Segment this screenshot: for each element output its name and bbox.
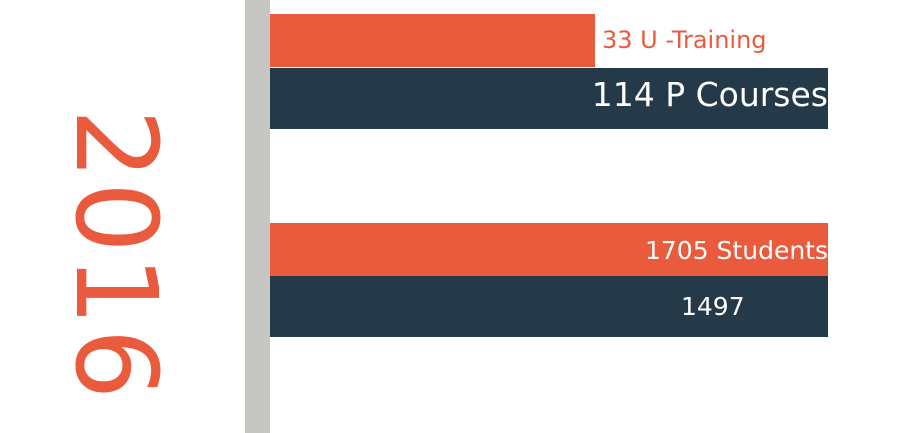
bar-label-1497: 1497 xyxy=(681,292,745,321)
bar-label-p-courses: 114 P Courses xyxy=(591,75,828,114)
bar-u-training xyxy=(270,14,595,67)
bar-students-navy xyxy=(270,276,828,337)
bar-label-u-training: 33 U -Training xyxy=(602,26,767,54)
year-label: 2016 xyxy=(50,108,180,402)
bar-p-courses xyxy=(270,68,828,129)
bar-label-students: 1705 Students xyxy=(644,236,828,265)
bar-students-orange xyxy=(270,223,828,276)
vertical-axis-bar xyxy=(245,0,270,433)
